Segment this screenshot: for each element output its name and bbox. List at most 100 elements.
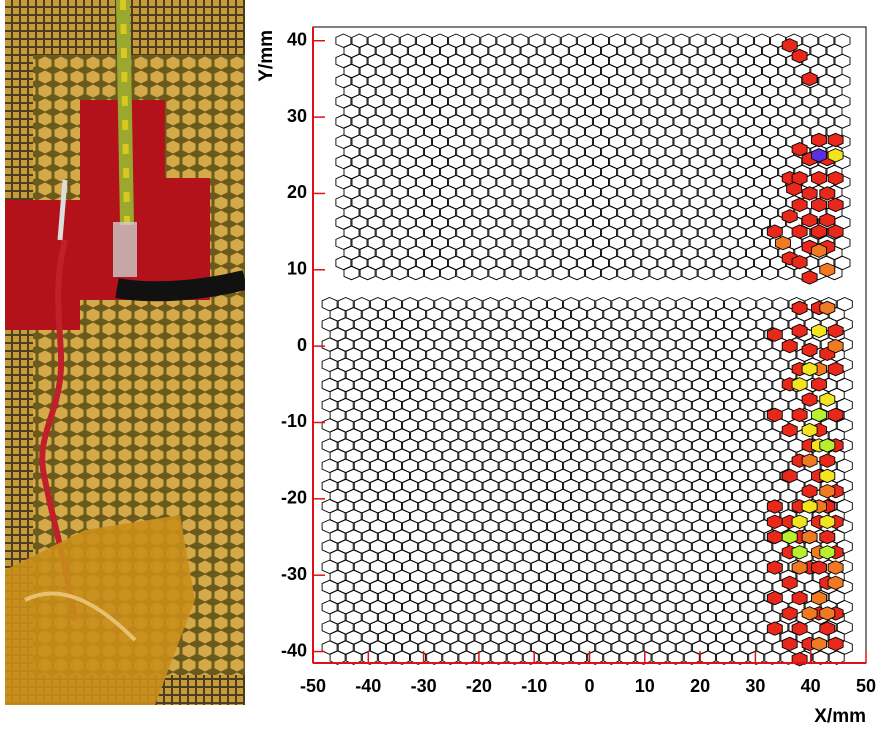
- pad: [634, 266, 649, 279]
- hit-pad: [782, 637, 797, 650]
- pad: [618, 266, 633, 279]
- hit-pad: [812, 378, 827, 391]
- pad: [489, 266, 504, 279]
- pad: [730, 266, 745, 279]
- hit-pad: [820, 393, 835, 406]
- hit-pad: [812, 225, 827, 238]
- hit-pad: [767, 408, 782, 421]
- hit-pad: [767, 500, 782, 513]
- hit-pad: [820, 546, 835, 559]
- y-axis-title: Y/mm: [256, 30, 277, 82]
- pad: [392, 266, 407, 279]
- pad: [682, 266, 697, 279]
- pad: [441, 266, 456, 279]
- hit-pad: [828, 637, 843, 650]
- page: {"chart_data": {"type": "hexmap", "xlabe…: [0, 0, 886, 732]
- x-tick-label: 50: [856, 676, 876, 696]
- hit-pad: [812, 149, 827, 162]
- hit-pad: [767, 530, 782, 543]
- hit-pad: [828, 339, 843, 352]
- hit-pad: [828, 172, 843, 185]
- hit-pad: [828, 133, 843, 146]
- hit-pad: [812, 561, 827, 574]
- hit-pad: [820, 622, 835, 635]
- x-tick-label: -40: [355, 676, 381, 696]
- hit-pad: [820, 214, 835, 227]
- hit-pad: [812, 637, 827, 650]
- pad: [521, 266, 536, 279]
- pad: [586, 266, 601, 279]
- hit-pad: [767, 622, 782, 635]
- hit-pad: [828, 324, 843, 337]
- hit-pad: [820, 515, 835, 528]
- hit-pad: [802, 343, 817, 356]
- hit-pad: [782, 39, 797, 52]
- x-tick-label: 40: [801, 676, 821, 696]
- pad: [505, 266, 520, 279]
- y-tick-label: -20: [281, 488, 307, 508]
- hit-pad: [828, 408, 843, 421]
- hit-pad: [792, 49, 807, 62]
- hit-pad: [782, 423, 797, 436]
- pad: [537, 266, 552, 279]
- hit-pad: [782, 339, 797, 352]
- hit-pad: [820, 485, 835, 498]
- pad: [698, 266, 713, 279]
- hit-pad: [767, 561, 782, 574]
- hit-pad: [792, 256, 807, 269]
- pad: [666, 266, 681, 279]
- pad: [360, 266, 375, 279]
- hit-pad: [782, 469, 797, 482]
- hit-pad: [767, 515, 782, 528]
- hit-pad: [792, 561, 807, 574]
- y-tick-label: 0: [297, 335, 307, 355]
- hit-pad: [812, 133, 827, 146]
- hit-pad: [812, 591, 827, 604]
- hit-pad: [820, 469, 835, 482]
- hit-pad: [767, 591, 782, 604]
- hit-pad: [792, 143, 807, 156]
- hit-pad: [812, 244, 827, 257]
- hit-pad: [812, 324, 827, 337]
- pad: [569, 266, 584, 279]
- hit-pad: [828, 561, 843, 574]
- hit-pad: [802, 500, 817, 513]
- hit-pad: [792, 378, 807, 391]
- y-tick-label: 40: [287, 29, 307, 49]
- pad: [457, 266, 472, 279]
- pad: [747, 266, 762, 279]
- hit-pad: [802, 485, 817, 498]
- hit-pad: [792, 622, 807, 635]
- hit-pad: [782, 576, 797, 589]
- hit-pad: [792, 515, 807, 528]
- x-tick-label: -20: [466, 676, 492, 696]
- hit-pad: [792, 546, 807, 559]
- x-tick-label: -30: [411, 676, 437, 696]
- hit-pad: [792, 198, 807, 211]
- hit-pad: [782, 530, 797, 543]
- hit-pad: [828, 576, 843, 589]
- y-tick-label: 10: [287, 259, 307, 279]
- hit-pad: [812, 172, 827, 185]
- pad: [425, 266, 440, 279]
- hit-pad: [802, 393, 817, 406]
- x-tick-label: 10: [635, 676, 655, 696]
- y-tick-label: 30: [287, 106, 307, 126]
- x-axis-title: X/mm: [814, 706, 866, 727]
- hit-pad: [812, 408, 827, 421]
- hit-pad: [792, 324, 807, 337]
- hit-pad: [828, 149, 843, 162]
- hit-pad: [792, 408, 807, 421]
- y-tick-label: -10: [281, 411, 307, 431]
- hit-pad: [782, 210, 797, 223]
- pad: [650, 266, 665, 279]
- hit-pad: [802, 607, 817, 620]
- x-tick-label: 30: [745, 676, 765, 696]
- pad: [553, 266, 568, 279]
- hit-pad: [820, 187, 835, 200]
- pad: [473, 266, 488, 279]
- y-tick-label: -30: [281, 564, 307, 584]
- hit-pad: [802, 214, 817, 227]
- hit-pad: [820, 454, 835, 467]
- hit-pad: [828, 362, 843, 375]
